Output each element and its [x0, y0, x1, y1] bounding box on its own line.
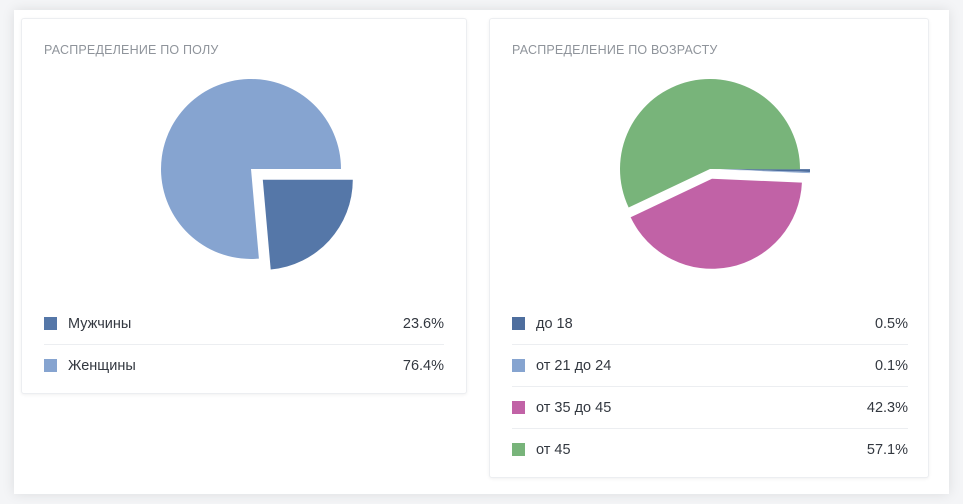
age-chart-title: РАСПРЕДЕЛЕНИЕ ПО ВОЗРАСТУ — [512, 43, 718, 57]
legend-swatch-male — [44, 317, 57, 330]
gender-legend: Мужчины 23.6% Женщины 76.4% — [44, 303, 444, 386]
pie-slice-2 — [161, 79, 342, 259]
pie-slice-3 — [630, 178, 802, 269]
age-legend: до 18 0.5% от 21 до 24 0.1% от 35 до 45 … — [512, 303, 908, 470]
legend-label-21-24: от 21 до 24 — [536, 357, 612, 374]
pie-slice-2 — [719, 169, 810, 174]
legend-value-female: 76.4% — [402, 357, 444, 374]
age-pie-chart — [620, 78, 810, 269]
legend-label-female: Женщины — [68, 357, 136, 374]
legend-row-under-18: до 18 0.5% — [512, 303, 908, 345]
legend-value-over-45: 57.1% — [866, 441, 908, 458]
pie-slice-4 — [620, 78, 800, 208]
legend-label-35-45: от 35 до 45 — [536, 399, 612, 416]
gender-chart-title: РАСПРЕДЕЛЕНИЕ ПО ПОЛУ — [44, 43, 219, 57]
legend-label-over-45: от 45 — [536, 441, 571, 458]
legend-row-over-45: от 45 57.1% — [512, 429, 908, 470]
legend-row-35-45: от 35 до 45 42.3% — [512, 387, 908, 429]
gender-distribution-card: РАСПРЕДЕЛЕНИЕ ПО ПОЛУ Мужчины 23.6% Женщ… — [21, 18, 467, 394]
legend-value-35-45: 42.3% — [866, 399, 908, 416]
legend-swatch-female — [44, 359, 57, 372]
gender-pie-chart — [161, 79, 353, 270]
legend-swatch-over-45 — [512, 443, 525, 456]
legend-row-21-24: от 21 до 24 0.1% — [512, 345, 908, 387]
legend-value-under-18: 0.5% — [874, 315, 908, 332]
legend-label-under-18: до 18 — [536, 315, 573, 332]
legend-row-male: Мужчины 23.6% — [44, 303, 444, 345]
legend-value-21-24: 0.1% — [874, 357, 908, 374]
pie-slice-1 — [719, 169, 810, 172]
legend-swatch-35-45 — [512, 401, 525, 414]
age-distribution-card: РАСПРЕДЕЛЕНИЕ ПО ВОЗРАСТУ до 18 0.5% от … — [489, 18, 929, 478]
legend-value-male: 23.6% — [402, 315, 444, 332]
pie-slice-1 — [262, 179, 353, 270]
legend-swatch-under-18 — [512, 317, 525, 330]
legend-label-male: Мужчины — [68, 315, 132, 332]
legend-swatch-21-24 — [512, 359, 525, 372]
legend-row-female: Женщины 76.4% — [44, 345, 444, 386]
